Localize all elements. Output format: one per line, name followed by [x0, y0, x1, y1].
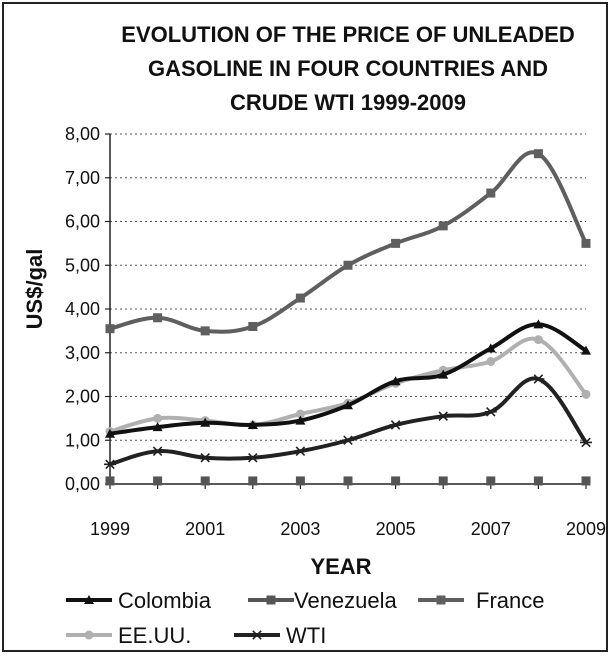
x-tick-labels: 1999 2001 2003 2005 2007 2009	[90, 519, 606, 539]
x-tick-label: 2005	[376, 519, 416, 539]
data-point-wti	[389, 420, 402, 430]
data-point-france	[486, 188, 496, 198]
data-point-france	[391, 238, 401, 248]
data-point-colombia	[105, 428, 115, 438]
legend-entry-ee-uu: EE.UU.	[66, 623, 191, 648]
data-point-ee-uu	[295, 409, 305, 419]
legend-entry-colombia: Colombia	[66, 588, 212, 613]
series-france	[105, 149, 591, 336]
legend-marker	[436, 595, 446, 605]
axes	[109, 134, 587, 489]
data-point-france	[295, 293, 305, 303]
x-axis-title: YEAR	[310, 554, 371, 579]
data-point-venezuela	[295, 476, 305, 486]
legend-label: EE.UU.	[118, 623, 191, 648]
data-point-colombia	[247, 419, 258, 429]
data-point-france	[581, 238, 591, 248]
legend-label: France	[476, 588, 544, 613]
data-point-france	[200, 326, 210, 336]
y-tick-label: 4,00	[65, 299, 100, 319]
data-point-france	[105, 324, 115, 334]
y-tick-labels: 0,00 1,00 2,00 3,00 4,00 5,00 6,00 7,00 8,00	[65, 124, 100, 494]
data-point-venezuela	[391, 476, 401, 486]
data-point-venezuela	[343, 476, 353, 486]
legend-label: Colombia	[118, 588, 212, 613]
x-tick-label: 2001	[185, 519, 225, 539]
y-tick-label: 6,00	[65, 212, 100, 232]
y-tick-label: 2,00	[65, 387, 100, 407]
data-point-colombia	[485, 343, 496, 353]
data-point-france	[248, 322, 258, 331]
series-wti	[104, 374, 592, 470]
data-point-france	[343, 260, 353, 270]
grid-lines	[105, 133, 586, 485]
y-tick-label: 5,00	[65, 255, 100, 275]
data-point-wti	[484, 407, 497, 417]
legend-marker	[84, 595, 94, 604]
series-line-wti	[108, 376, 588, 467]
data-point-wti	[151, 446, 164, 456]
y-tick-label: 7,00	[65, 168, 100, 188]
data-point-venezuela	[486, 476, 496, 486]
data-point-france	[438, 221, 448, 231]
chart-title-line-1: EVOLUTION OF THE PRICE OF UNLEADED	[121, 22, 574, 47]
series-layer	[104, 149, 592, 486]
legend: Colombia Venezuela France EE.UU. WTI	[66, 588, 544, 648]
data-point-wti	[580, 437, 592, 448]
data-point-ee-uu	[486, 357, 496, 366]
data-point-colombia	[581, 345, 591, 355]
data-point-wti	[246, 452, 259, 463]
y-tick-label: 8,00	[65, 124, 100, 144]
legend-marker	[266, 595, 276, 605]
legend-entry-france: France	[418, 588, 544, 613]
chart-title-line-2: GASOLINE IN FOUR COUNTRIES AND	[148, 56, 548, 81]
chart-title-line-3: CRUDE WTI 1999-2009	[230, 90, 466, 115]
data-point-colombia	[343, 400, 353, 410]
data-point-ee-uu	[153, 413, 163, 423]
data-point-wti	[294, 446, 307, 456]
data-point-wti	[437, 411, 450, 421]
chart-title: EVOLUTION OF THE PRICE OF UNLEADED GASOL…	[121, 22, 574, 115]
data-point-venezuela	[248, 476, 258, 486]
data-point-venezuela	[533, 476, 543, 486]
data-point-colombia	[295, 415, 306, 425]
legend-label: WTI	[286, 623, 326, 648]
data-point-wti	[104, 459, 116, 470]
data-point-colombia	[438, 369, 449, 379]
x-tick-label: 2003	[280, 519, 320, 539]
data-point-venezuela	[200, 476, 210, 486]
legend-entry-wti: WTI	[234, 623, 326, 648]
data-point-colombia	[390, 376, 401, 386]
legend-entry-venezuela: Venezuela	[248, 588, 398, 613]
data-point-venezuela	[581, 476, 591, 486]
data-point-france	[533, 149, 543, 159]
x-tick-label: 2007	[471, 519, 511, 539]
x-tick-label: 2009	[566, 519, 606, 539]
data-point-colombia	[200, 417, 211, 427]
y-tick-label: 0,00	[65, 474, 100, 494]
y-tick-label: 3,00	[65, 343, 100, 363]
data-point-france	[153, 313, 163, 323]
data-point-wti	[199, 452, 212, 463]
series-venezuela	[105, 476, 591, 486]
data-point-ee-uu	[533, 335, 543, 345]
data-point-venezuela	[153, 476, 163, 486]
data-point-venezuela	[105, 476, 115, 486]
series-line-france	[108, 150, 588, 334]
data-point-venezuela	[438, 476, 448, 486]
x-tick-label: 1999	[90, 519, 130, 539]
series-colombia	[105, 319, 591, 438]
data-point-colombia	[152, 422, 163, 432]
data-point-wti	[532, 374, 545, 384]
data-point-wti	[342, 435, 354, 446]
data-point-colombia	[533, 319, 544, 329]
y-axis-title: US$/gal	[22, 249, 47, 330]
y-tick-label: 1,00	[65, 430, 100, 450]
chart-frame	[2, 2, 608, 652]
data-point-ee-uu	[581, 389, 591, 399]
legend-label: Venezuela	[294, 588, 398, 613]
legend-marker	[251, 630, 263, 640]
legend-marker	[84, 630, 94, 640]
